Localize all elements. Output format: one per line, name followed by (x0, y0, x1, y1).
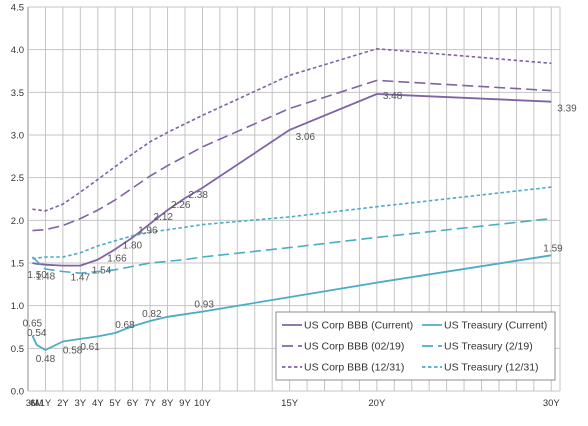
data-label: 1.59 (543, 243, 563, 254)
x-tick-label: 4Y (92, 398, 104, 409)
data-label: 2.26 (171, 200, 191, 211)
data-label: 1.54 (92, 266, 112, 277)
y-tick-label: 0.5 (11, 344, 24, 355)
data-label: 0.54 (27, 328, 47, 339)
y-tick-label: 1.0 (11, 301, 24, 312)
data-label: 1.96 (138, 226, 158, 237)
y-tick-label: 4.0 (11, 45, 24, 56)
data-label: 1.66 (107, 253, 127, 264)
x-tick-label: 8Y (162, 398, 174, 409)
x-tick-label: 3Y (75, 398, 87, 409)
series-line-2 (32, 79, 552, 232)
legend-label: US Treasury (Current) (444, 320, 547, 332)
data-label: 3.39 (557, 104, 577, 115)
data-label: 0.61 (80, 342, 100, 353)
series-lines (31, 47, 552, 351)
data-label: 2.12 (154, 212, 174, 223)
y-tick-label: 3.5 (11, 88, 24, 99)
legend-box (275, 311, 556, 381)
x-tick-label: 5Y (109, 398, 121, 409)
y-tick-label: 2.5 (11, 173, 24, 184)
x-tick-label: 1Y (40, 398, 52, 409)
data-label: 1.80 (123, 240, 143, 251)
data-label: 0.93 (194, 300, 214, 311)
legend-label: US Corp BBB (02/19) (304, 341, 404, 353)
data-label: 1.50 (27, 270, 47, 281)
y-axis-tick-labels: 0.0 0.5 1.0 1.5 2.0 2.5 3.0 3.5 4.0 4.5 (11, 3, 24, 398)
data-label: 0.58 (63, 346, 83, 357)
series-line-4 (32, 47, 552, 212)
legend-label: US Treasury (2/19) (444, 341, 533, 353)
horizontal-gridlines (28, 6, 560, 392)
x-tick-label: 20Y (368, 398, 386, 409)
x-tick-label: 6M (30, 398, 43, 409)
legend-label: US Treasury (12/31) (444, 362, 539, 374)
data-label: 0.68 (115, 320, 135, 331)
data-label: 3.48 (383, 91, 403, 102)
data-label: 1.48 (36, 272, 56, 283)
legend-label: US Corp BBB (12/31) (304, 362, 404, 374)
series-line-1 (31, 254, 552, 351)
data-label: 3.06 (296, 132, 316, 143)
y-tick-label: 2.0 (11, 216, 24, 227)
x-tick-label: 2Y (57, 398, 69, 409)
data-label: 2.38 (188, 190, 208, 201)
y-tick-label: 3.0 (11, 131, 24, 142)
x-tick-label: 3M (26, 398, 39, 409)
x-tick-label: 7Y (144, 398, 156, 409)
x-tick-label: 15Y (281, 398, 299, 409)
legend: US Corp BBB (Current) US Treasury (Curren… (275, 311, 556, 381)
x-tick-label: 10Y (194, 398, 212, 409)
data-labels: 1.501.48 1.471.54 1.66 1.80 1.96 2.122.262.38… (23, 91, 578, 365)
data-label: 1.47 (71, 273, 91, 284)
series-line-0 (32, 93, 552, 267)
y-tick-label: 0.0 (11, 387, 24, 398)
x-tick-label: 9Y (179, 398, 191, 409)
y-tick-label: 4.5 (11, 3, 24, 14)
data-label: 0.65 (23, 319, 43, 330)
legend-label: US Corp BBB (Current) (304, 320, 413, 332)
x-tick-label: 6Y (127, 398, 139, 409)
data-label: 0.48 (36, 354, 56, 365)
series-line-3 (31, 217, 552, 275)
y-tick-label: 1.5 (11, 259, 24, 270)
data-label: 0.82 (142, 309, 162, 320)
series-line-5 (32, 186, 552, 260)
x-tick-label: 30Y (543, 398, 561, 409)
